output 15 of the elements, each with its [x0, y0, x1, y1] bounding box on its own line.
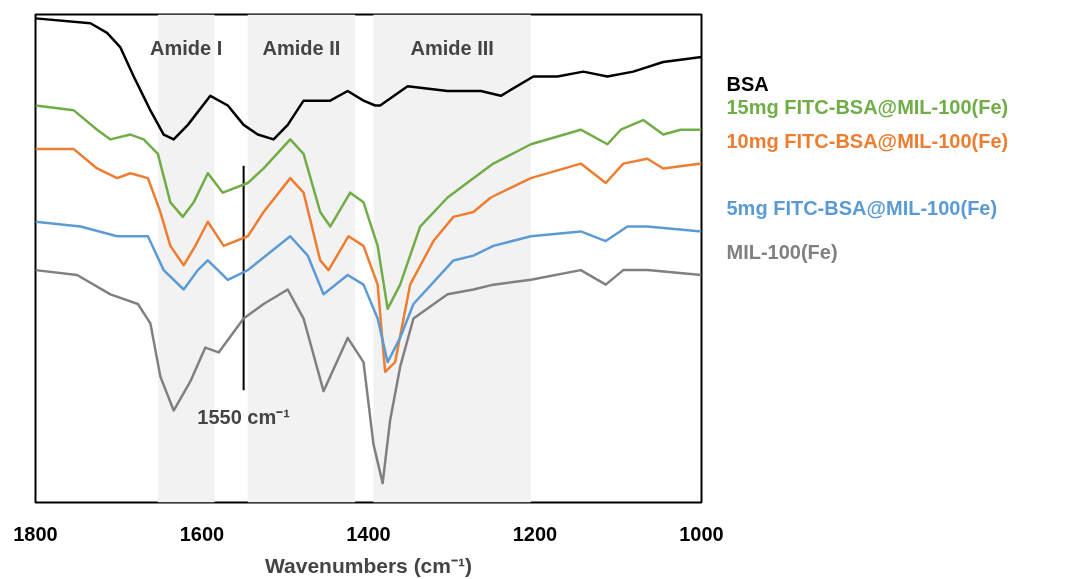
series-label: 15mg FITC-BSA@MIL-100(Fe)	[726, 95, 1009, 118]
series-label: 5mg FITC-BSA@MIL-100(Fe)	[726, 197, 998, 220]
ref-line-label: 1550 cm⁻¹	[197, 406, 291, 429]
band-label: Amide I	[150, 36, 223, 59]
x-tick-label: 1600	[179, 522, 225, 545]
band-label: Amide III	[410, 36, 494, 59]
x-tick-label: 1800	[13, 522, 58, 545]
band-label: Amide II	[262, 36, 341, 59]
x-tick-label: 1000	[679, 522, 724, 545]
x-tick-label: 1400	[346, 522, 391, 545]
x-axis-title: Wavenumbers (cm⁻¹)	[265, 553, 472, 577]
series-label: 10mg FITC-BSA@MIL-100(Fe)	[726, 129, 1009, 152]
x-tick-label: 1200	[512, 522, 558, 545]
series-label: MIL-100(Fe)	[726, 240, 838, 263]
series-label: BSA	[726, 73, 769, 96]
